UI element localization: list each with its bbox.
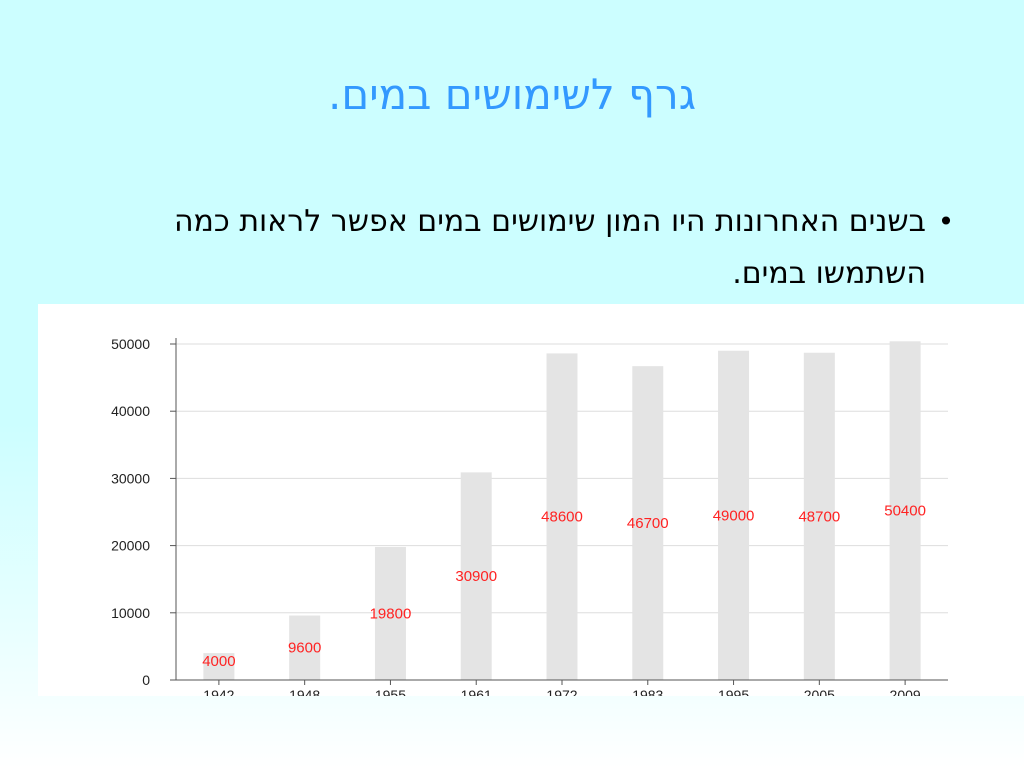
bar: [889, 341, 921, 680]
x-tick-label: 1961: [461, 687, 492, 696]
y-tick-label: 40000: [111, 403, 150, 419]
x-tick-label: 1948: [289, 687, 320, 696]
bar-value-label: 48600: [541, 509, 583, 526]
bar-value-label: 50400: [884, 503, 926, 520]
bar: [374, 546, 406, 680]
x-tick-label: 1995: [718, 687, 749, 696]
bar: [546, 353, 578, 680]
bullet-text: בשנים האחרונות היו המון שימושים במים אפש…: [173, 204, 926, 291]
bar-value-label: 30900: [455, 568, 497, 585]
bar: [289, 615, 321, 680]
bar: [803, 352, 835, 680]
bar-value-label: 9600: [288, 640, 321, 657]
y-tick-label: 20000: [111, 538, 150, 554]
bar: [632, 366, 664, 680]
bullet-icon: •: [937, 205, 955, 238]
y-tick-label: 50000: [111, 336, 150, 352]
bar: [203, 653, 235, 680]
bar-chart-svg: 0 10000 20000 30000 40000 50000 4000 1942 9600 19…: [111, 336, 948, 696]
x-tick-label: 1983: [632, 687, 663, 696]
bar-value-label: 49000: [713, 507, 755, 524]
y-tick-label: 30000: [111, 470, 150, 486]
bar-value-label: 19800: [370, 605, 412, 622]
bullet-point: • בשנים האחרונות היו המון שימושים במים א…: [66, 196, 966, 300]
x-tick-label: 2005: [804, 687, 835, 696]
x-tick-label: 1972: [546, 687, 577, 696]
x-tick-label: 1942: [203, 687, 234, 696]
bar-chart: 0 10000 20000 30000 40000 50000 4000 1942 9600 19…: [38, 304, 1024, 696]
bar-value-label: 48700: [798, 508, 840, 525]
x-tick-label: 1955: [375, 687, 406, 696]
y-tick-label: 10000: [111, 605, 150, 621]
x-tick-label: 2009: [890, 687, 921, 696]
bar: [460, 472, 492, 680]
bar-value-label: 46700: [627, 515, 669, 532]
bar-value-label: 4000: [202, 653, 235, 670]
slide-title: גרף לשימושים במים.: [327, 70, 696, 119]
bar: [718, 350, 750, 680]
y-tick-label: 0: [142, 672, 150, 688]
